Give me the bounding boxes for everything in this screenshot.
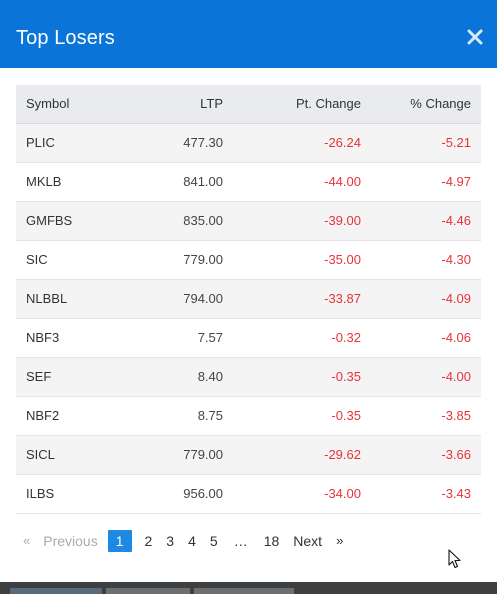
modal-title: Top Losers (16, 27, 115, 49)
table-row[interactable]: NBF3 7.57 -0.32 -4.06 (16, 318, 481, 357)
page-button-1[interactable]: 1 (107, 530, 132, 552)
ltp-cell: 477.30 (183, 135, 223, 150)
table-row[interactable]: NLBBL 794.00 -33.87 -4.09 (16, 279, 481, 318)
pt-change-cell: -35.00 (324, 252, 361, 267)
background-tab (10, 588, 102, 594)
symbol-cell: PLIC (26, 135, 55, 150)
column-header-pt-change[interactable]: Pt. Change (233, 85, 371, 124)
top-losers-modal: Top Losers Symbol LTP Pt. Change % Chang… (0, 0, 497, 582)
table-row[interactable]: ILBS 956.00 -34.00 -3.43 (16, 474, 481, 513)
pt-change-cell: -39.00 (324, 213, 361, 228)
table-row[interactable]: SIC 779.00 -35.00 -4.30 (16, 240, 481, 279)
close-button[interactable] (465, 27, 485, 47)
symbol-cell: MKLB (26, 174, 62, 189)
page-button-5[interactable]: 5 (209, 533, 218, 549)
column-header-symbol[interactable]: Symbol (16, 85, 126, 124)
pt-change-cell: -33.87 (324, 291, 361, 306)
pagination-ellipsis: … (233, 533, 248, 549)
ltp-cell: 8.75 (197, 408, 223, 423)
pct-change-cell: -3.43 (441, 486, 471, 501)
pt-change-cell: -0.35 (331, 369, 361, 384)
mouse-pointer-icon (448, 549, 461, 569)
ltp-cell: 779.00 (183, 447, 223, 462)
pagination: « Previous 1 2 3 4 5 … 18 Next » (16, 530, 349, 552)
close-icon (467, 29, 483, 45)
ltp-cell: 7.57 (197, 330, 223, 345)
background-tab (106, 588, 190, 594)
table-header-row: Symbol LTP Pt. Change % Change (16, 85, 481, 124)
pct-change-cell: -4.97 (441, 174, 471, 189)
pt-change-cell: -26.24 (324, 135, 361, 150)
pt-change-cell: -34.00 (324, 486, 361, 501)
table-row[interactable]: SICL 779.00 -29.62 -3.66 (16, 435, 481, 474)
background-tab (194, 588, 294, 594)
pt-change-cell: -44.00 (324, 174, 361, 189)
ltp-cell: 779.00 (183, 252, 223, 267)
ltp-cell: 794.00 (183, 291, 223, 306)
symbol-cell: NBF2 (26, 408, 60, 423)
table-row[interactable]: MKLB 841.00 -44.00 -4.97 (16, 162, 481, 201)
previous-page-button[interactable]: Previous (43, 533, 98, 549)
page-button-2[interactable]: 2 (144, 533, 153, 549)
pt-change-cell: -0.35 (331, 408, 361, 423)
page-button-last[interactable]: 18 (263, 533, 280, 549)
table-row[interactable]: NBF2 8.75 -0.35 -3.85 (16, 396, 481, 435)
ltp-cell: 841.00 (183, 174, 223, 189)
ltp-cell: 956.00 (183, 486, 223, 501)
symbol-cell: SIC (26, 252, 48, 267)
pct-change-cell: -4.46 (441, 213, 471, 228)
column-header-pct-change[interactable]: % Change (371, 85, 481, 124)
losers-table-container: Symbol LTP Pt. Change % Change PLIC 477.… (16, 85, 481, 514)
table-row[interactable]: GMFBS 835.00 -39.00 -4.46 (16, 201, 481, 240)
column-header-ltp[interactable]: LTP (126, 85, 233, 124)
pct-change-cell: -3.66 (441, 447, 471, 462)
pct-change-cell: -4.09 (441, 291, 471, 306)
pct-change-cell: -4.00 (441, 369, 471, 384)
pct-change-cell: -3.85 (441, 408, 471, 423)
modal-header: Top Losers (0, 0, 497, 68)
previous-arrow-icon: « (23, 533, 31, 548)
next-arrow-icon: » (336, 533, 344, 548)
losers-table: Symbol LTP Pt. Change % Change PLIC 477.… (16, 85, 481, 514)
page-button-4[interactable]: 4 (188, 533, 196, 549)
table-row[interactable]: SEF 8.40 -0.35 -4.00 (16, 357, 481, 396)
symbol-cell: GMFBS (26, 213, 73, 228)
pct-change-cell: -4.06 (441, 330, 471, 345)
symbol-cell: SICL (26, 447, 55, 462)
next-page-button[interactable]: Next (293, 533, 323, 549)
symbol-cell: NLBBL (26, 291, 68, 306)
pct-change-cell: -5.21 (441, 135, 471, 150)
page-button-3[interactable]: 3 (166, 533, 175, 549)
symbol-cell: NBF3 (26, 330, 60, 345)
symbol-cell: ILBS (26, 486, 55, 501)
pt-change-cell: -29.62 (324, 447, 361, 462)
table-row[interactable]: PLIC 477.30 -26.24 -5.21 (16, 123, 481, 162)
pt-change-cell: -0.32 (331, 330, 361, 345)
ltp-cell: 835.00 (183, 213, 223, 228)
symbol-cell: SEF (26, 369, 52, 384)
pct-change-cell: -4.30 (441, 252, 471, 267)
ltp-cell: 8.40 (197, 369, 223, 384)
